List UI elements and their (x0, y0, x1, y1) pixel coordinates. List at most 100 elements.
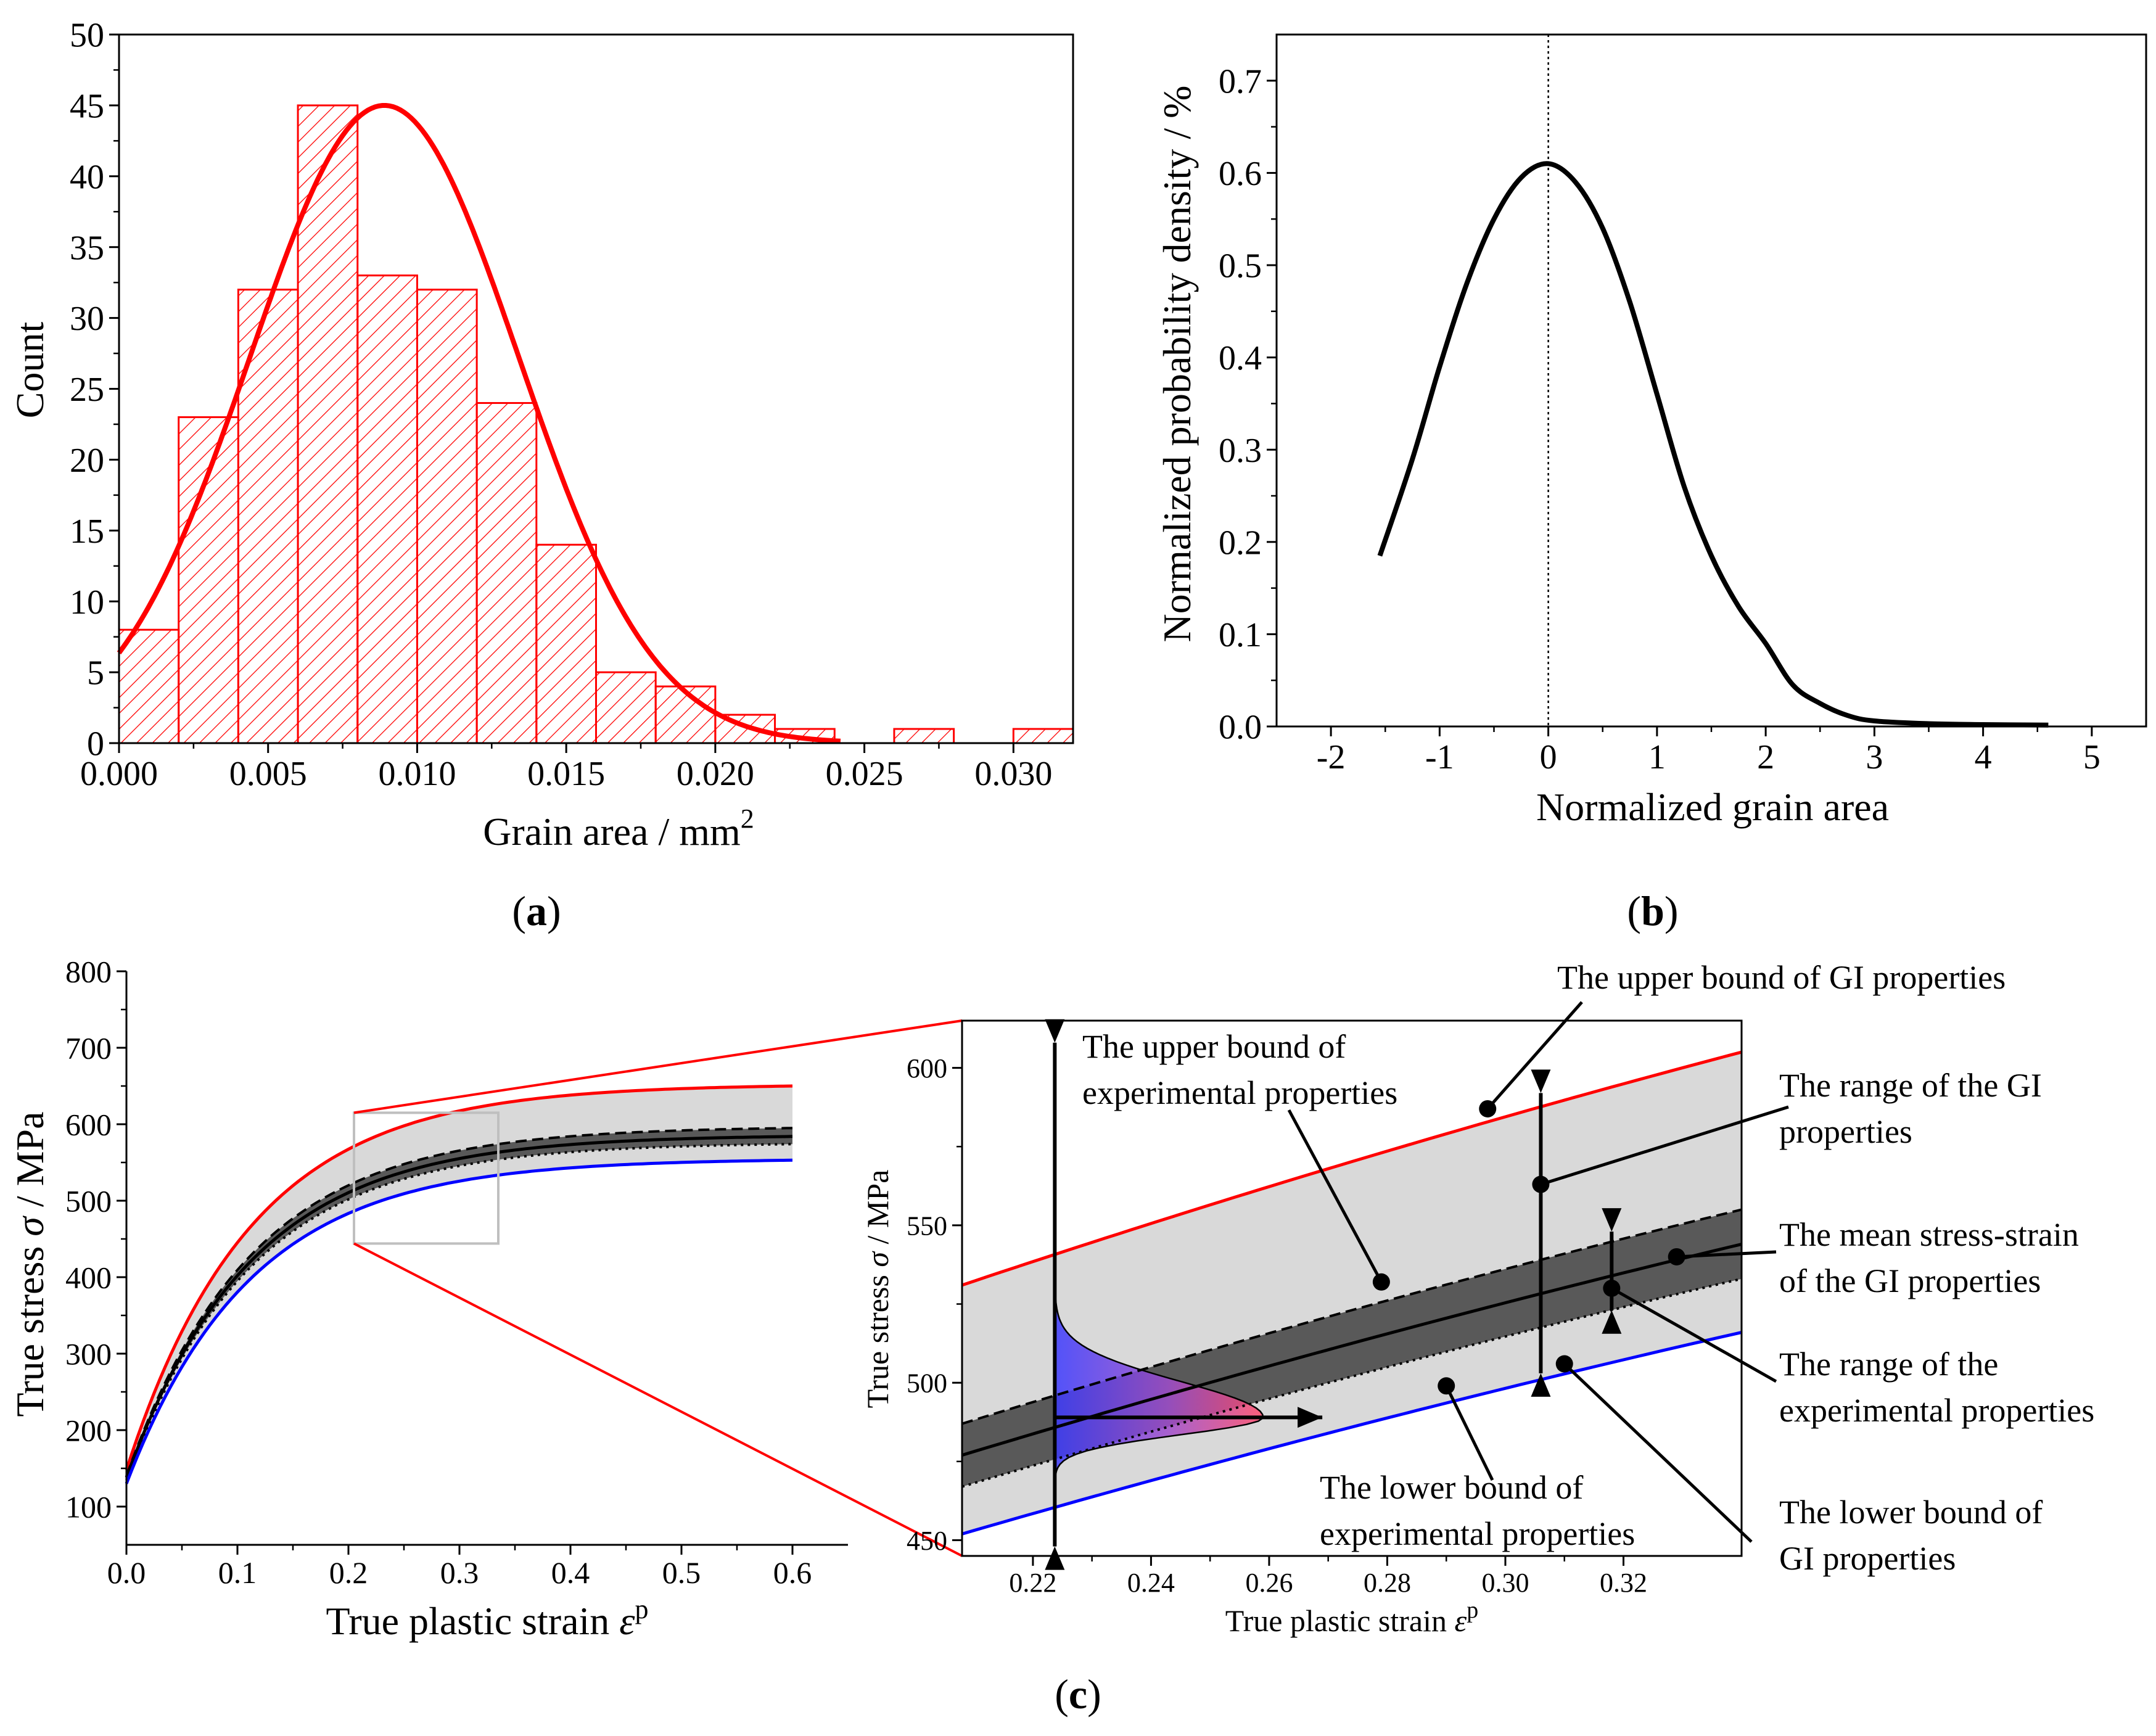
annotation-line: The lower bound of (1779, 1494, 2043, 1531)
x-tick-label: -2 (1317, 738, 1346, 776)
annotation-text: The lower bound of GI properties (1779, 1494, 2043, 1577)
plot-frame (961, 1019, 1743, 1557)
density-curve (1377, 161, 2049, 728)
x-tick-label: 1 (1648, 738, 1666, 776)
curve-gi-upper-bound (125, 1084, 793, 1471)
histogram-bar (118, 628, 180, 744)
histogram-bar (416, 289, 478, 744)
axes: 0.0 0.1 0.2 0.3 0.4 0.5 0.6 100 200 300 400 500 600 7… (65, 955, 848, 1590)
histogram-bar (595, 671, 657, 744)
y-tick-label: 5 (87, 654, 104, 693)
y-tick-label: 35 (70, 229, 104, 267)
x-tick-label: 0.2 (329, 1555, 368, 1590)
distribution-arrow-head (1298, 1407, 1323, 1428)
x-tick-label: 0.010 (378, 755, 456, 793)
histogram-bar (178, 416, 239, 744)
x-tick-label: 0.1 (218, 1555, 257, 1590)
annotation-dot (1555, 1355, 1573, 1373)
x-tick-label: 0.030 (974, 755, 1052, 793)
y-tick-label: 600 (907, 1053, 947, 1084)
x-tick-label: 0.0 (107, 1555, 146, 1590)
y-axis-label: True stress σ / MPa (8, 1111, 52, 1417)
y-tick-label: 450 (907, 1526, 947, 1556)
x-tick-label: 0.020 (677, 755, 754, 793)
experimental-range-arrow-head (1602, 1208, 1622, 1232)
experimental-range-arrow-head (1602, 1310, 1622, 1334)
y-tick-label: 600 (65, 1108, 112, 1142)
panel-label-a: (a) (512, 887, 561, 934)
annotation-dot (1668, 1248, 1685, 1265)
annotation-text: The mean stress-strain of the GI properti… (1779, 1216, 2079, 1299)
x-tick-label: 0.28 (1364, 1568, 1411, 1598)
normal-fit-curve (117, 103, 841, 744)
x-axis-label: Normalized grain area (1536, 785, 1889, 829)
curve-gi-lower-bound (125, 1158, 793, 1484)
y-tick-label: 45 (70, 88, 104, 126)
x-axis-label: True plastic strain εp (326, 1594, 648, 1643)
stress-axis-arrow-head (1045, 1019, 1065, 1043)
x-tick-label: 0.24 (1127, 1568, 1175, 1598)
curve-experimental-upper-bound (125, 1127, 793, 1477)
y-tick-label: 0.0 (1219, 709, 1262, 747)
stress-strain-panel: 0.0 0.1 0.2 0.3 0.4 0.5 0.6 100 200 300 400 500 600 7… (8, 955, 1101, 1718)
y-tick-label: 800 (65, 955, 112, 989)
annotation-line: The range of the GI (1779, 1067, 2042, 1104)
y-tick-label: 20 (70, 442, 104, 480)
axes: -2 -1 0 1 2 3 4 5 0.0 0.1 0.2 0.3 0.4 0.5 0.6 0.7 (1219, 62, 2100, 776)
x-tick-label: 2 (1757, 738, 1774, 776)
annotation-text: The range of the experimental properties (1779, 1346, 2094, 1429)
x-axis-label: Grain area / mm2 (483, 804, 754, 854)
x-tick-label: 0.3 (440, 1555, 479, 1590)
x-tick-label: -1 (1425, 738, 1454, 776)
y-axis-label: Count (8, 322, 52, 419)
gi-range-arrow-head (1531, 1069, 1551, 1093)
annotation-dot (1438, 1377, 1455, 1395)
annotation-leader (1486, 1001, 1583, 1110)
y-tick-label: 15 (70, 512, 104, 551)
annotation-line: The mean stress-strain (1779, 1216, 2079, 1253)
stress-strain-curves (125, 1084, 793, 1484)
y-tick-label: 0.2 (1219, 524, 1262, 562)
annotation-line: experimental properties (1320, 1515, 1635, 1552)
annotation-line: The lower bound of (1320, 1469, 1583, 1506)
stress-axis-arrow-head (1045, 1546, 1065, 1570)
y-tick-label: 0.1 (1219, 616, 1262, 654)
curve-gi-lower-bound (962, 1331, 1742, 1536)
annotation-dot (1603, 1280, 1621, 1297)
y-tick-label: 200 (65, 1413, 112, 1448)
annotation-line: The upper bound of GI properties (1557, 959, 2006, 996)
x-tick-label: 5 (2083, 738, 2100, 776)
annotation-leader (1540, 1105, 1789, 1186)
curve-experimental-lower-bound (125, 1143, 793, 1481)
x-tick-label: 0.000 (80, 755, 158, 793)
annotation-leader (1611, 1286, 1777, 1383)
annotation-leader (1676, 1250, 1777, 1259)
y-tick-label: 0.7 (1219, 62, 1262, 101)
x-tick-label: 0.32 (1600, 1568, 1647, 1598)
annotation-leader (1287, 1109, 1383, 1283)
y-tick-label: 25 (70, 371, 104, 409)
annotations: The upper bound of GI properties The uppe… (1082, 959, 2094, 1577)
y-tick-label: 100 (65, 1490, 112, 1524)
y-tick-label: 0 (87, 725, 104, 763)
histogram-bar (297, 104, 359, 744)
curve-gi-upper-bound (962, 1050, 1742, 1287)
x-tick-label: 0 (1540, 738, 1557, 776)
x-tick-label: 0.30 (1481, 1568, 1529, 1598)
annotation-line: GI properties (1779, 1540, 1956, 1577)
annotation-text: The upper bound of experimental propertie… (1082, 1028, 1397, 1111)
gi-range-arrow-head (1531, 1373, 1551, 1397)
y-tick-label: 50 (70, 17, 104, 55)
annotation-leader (1444, 1385, 1494, 1481)
x-tick-label: 3 (1866, 738, 1883, 776)
y-axis-label: Normalized probability density / % (1155, 86, 1199, 643)
curve-mean-stress-strain (125, 1135, 793, 1478)
histogram-bars (118, 104, 1074, 744)
y-tick-label: 0.3 (1219, 432, 1262, 470)
panel-label-c: (c) (1055, 1671, 1101, 1717)
annotation-line: The upper bound of (1082, 1028, 1346, 1065)
y-tick-label: 500 (65, 1184, 112, 1219)
histogram-panel: 0.000 0.005 0.010 0.015 0.020 0.025 0.030 0 5 10 1… (8, 17, 1074, 934)
zoom-region-box (353, 1111, 500, 1245)
